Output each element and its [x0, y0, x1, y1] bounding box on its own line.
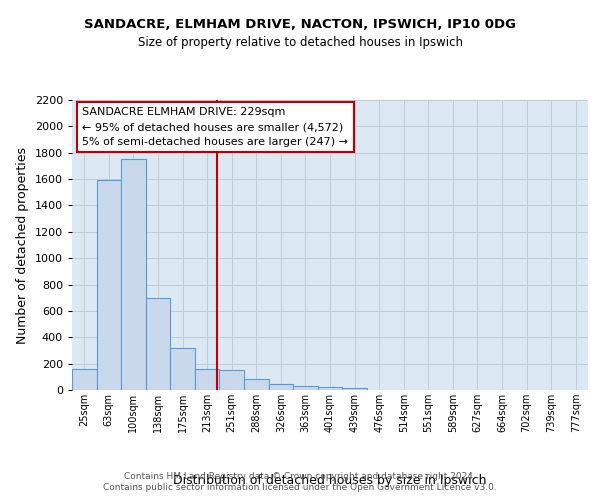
Bar	[97, 180, 121, 390]
Text: Contains public sector information licensed under the Open Government Licence v3: Contains public sector information licen…	[103, 484, 497, 492]
Bar	[170, 348, 195, 390]
Text: Contains HM Land Registry data © Crown copyright and database right 2024.: Contains HM Land Registry data © Crown c…	[124, 472, 476, 481]
Bar	[220, 370, 244, 390]
Bar	[121, 160, 146, 390]
Bar	[269, 384, 293, 390]
Bar	[244, 380, 269, 390]
Text: SANDACRE ELMHAM DRIVE: 229sqm
← 95% of detached houses are smaller (4,572)
5% of: SANDACRE ELMHAM DRIVE: 229sqm ← 95% of d…	[82, 108, 349, 147]
Bar	[342, 388, 367, 390]
Bar	[318, 388, 342, 390]
Bar	[72, 369, 97, 390]
Y-axis label: Number of detached properties: Number of detached properties	[16, 146, 29, 344]
Bar	[195, 369, 220, 390]
X-axis label: Distribution of detached houses by size in Ipswich: Distribution of detached houses by size …	[173, 474, 487, 487]
Bar	[146, 298, 170, 390]
Text: Size of property relative to detached houses in Ipswich: Size of property relative to detached ho…	[137, 36, 463, 49]
Bar	[293, 386, 318, 390]
Text: SANDACRE, ELMHAM DRIVE, NACTON, IPSWICH, IP10 0DG: SANDACRE, ELMHAM DRIVE, NACTON, IPSWICH,…	[84, 18, 516, 30]
